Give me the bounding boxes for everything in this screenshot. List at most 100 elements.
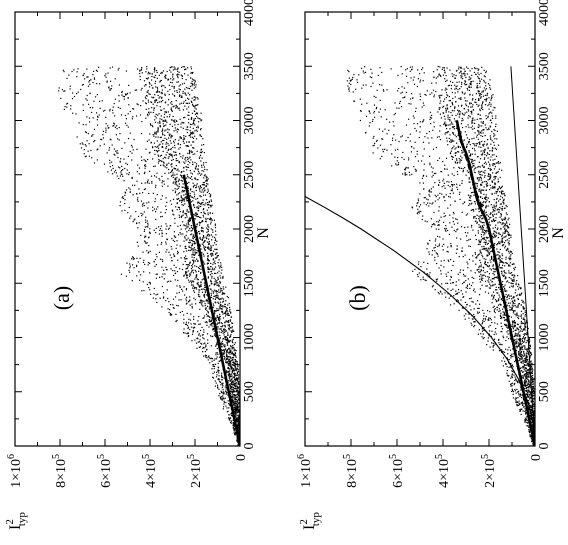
data-point xyxy=(92,117,94,119)
data-point xyxy=(519,359,521,362)
data-point xyxy=(153,135,155,137)
data-point xyxy=(232,427,234,429)
data-points xyxy=(346,65,535,446)
data-point xyxy=(183,166,185,169)
data-point xyxy=(165,143,167,145)
data-point xyxy=(192,141,194,143)
data-point xyxy=(522,307,524,309)
data-point xyxy=(494,312,496,314)
data-point xyxy=(124,142,126,144)
data-point xyxy=(141,203,144,205)
data-point xyxy=(157,162,160,164)
data-point xyxy=(200,238,202,241)
data-point xyxy=(236,389,238,391)
data-point xyxy=(510,383,512,386)
data-point xyxy=(223,293,226,295)
data-point xyxy=(169,312,172,315)
data-point xyxy=(152,210,154,212)
data-point xyxy=(214,317,217,319)
data-point xyxy=(205,313,208,315)
data-point xyxy=(223,401,226,403)
data-point xyxy=(523,381,525,383)
data-point xyxy=(207,359,209,361)
data-point xyxy=(494,308,496,310)
data-point xyxy=(195,138,198,140)
data-point xyxy=(207,258,209,260)
data-point xyxy=(172,172,174,174)
data-point xyxy=(228,329,230,331)
data-point xyxy=(204,303,206,305)
data-point xyxy=(518,354,521,356)
data-point xyxy=(512,325,514,327)
data-point xyxy=(233,361,235,363)
data-point xyxy=(223,349,225,351)
data-point xyxy=(238,418,240,420)
data-point xyxy=(203,183,205,186)
data-point xyxy=(207,246,209,249)
data-point xyxy=(216,255,218,257)
data-point xyxy=(522,313,524,315)
data-point xyxy=(182,140,184,143)
data-point xyxy=(487,319,489,321)
data-point xyxy=(200,268,202,270)
data-point xyxy=(200,300,203,302)
data-point xyxy=(519,334,521,336)
data-point xyxy=(218,356,221,358)
data-point xyxy=(76,76,78,78)
data-point xyxy=(173,167,175,169)
data-point xyxy=(202,199,204,201)
data-point xyxy=(204,292,206,294)
data-point xyxy=(511,389,514,392)
data-point xyxy=(89,83,91,85)
data-point xyxy=(188,195,191,197)
data-point xyxy=(93,141,95,143)
data-point xyxy=(523,382,526,385)
data-point xyxy=(525,374,527,376)
data-point xyxy=(235,406,237,408)
data-point xyxy=(191,326,193,328)
data-point xyxy=(208,260,210,262)
data-point xyxy=(220,298,222,300)
data-point xyxy=(215,295,217,297)
data-point xyxy=(218,378,220,380)
data-point xyxy=(526,417,528,419)
data-point xyxy=(165,129,167,131)
data-point xyxy=(148,111,150,113)
data-point xyxy=(463,315,465,317)
data-point xyxy=(174,190,177,192)
data-point xyxy=(522,362,524,364)
data-point xyxy=(213,365,216,368)
data-point xyxy=(159,96,161,98)
data-point xyxy=(226,358,229,360)
data-point xyxy=(149,282,151,284)
y-axis-label: I2typ xyxy=(298,512,322,530)
data-point xyxy=(184,92,186,94)
data-point xyxy=(193,287,195,290)
data-point xyxy=(122,197,125,200)
data-point xyxy=(217,284,219,286)
data-point xyxy=(191,265,193,267)
data-point xyxy=(208,316,211,318)
data-point xyxy=(126,93,128,95)
data-point xyxy=(219,342,221,345)
data-point xyxy=(534,399,535,401)
data-point xyxy=(527,393,529,396)
data-point xyxy=(124,93,127,95)
data-point xyxy=(183,170,185,172)
data-point xyxy=(212,329,214,331)
data-point xyxy=(157,128,159,130)
data-point xyxy=(235,413,237,416)
data-point xyxy=(521,354,524,356)
data-point xyxy=(228,373,230,375)
data-point xyxy=(161,182,163,184)
data-point xyxy=(465,306,467,308)
data-point xyxy=(207,217,209,220)
data-point xyxy=(176,240,178,242)
data-point xyxy=(218,298,220,301)
data-point xyxy=(144,182,146,184)
data-point xyxy=(235,412,237,414)
data-point xyxy=(176,188,178,190)
data-point xyxy=(141,159,143,162)
data-point xyxy=(183,122,185,124)
data-point xyxy=(198,323,200,325)
